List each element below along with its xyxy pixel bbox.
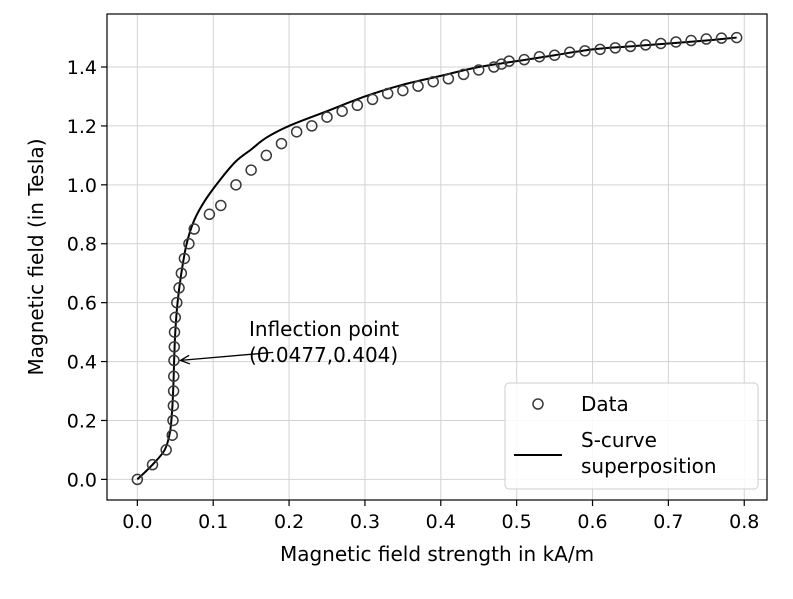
plot-frame: [106, 13, 768, 501]
data-point: [730, 31, 743, 44]
data-point: [168, 326, 181, 338]
scatter-series-layer: [131, 31, 743, 486]
data-point: [215, 199, 227, 212]
data-point: [306, 120, 318, 132]
data-point: [188, 223, 200, 235]
data-point: [321, 111, 333, 123]
data-point: [670, 36, 682, 48]
data-point: [166, 429, 178, 441]
y-tick-label: 0.6: [67, 293, 97, 315]
data-point: [167, 414, 179, 427]
data-point: [169, 311, 182, 324]
data-point: [655, 37, 667, 50]
legend-box: [504, 382, 759, 490]
data-point: [168, 354, 180, 367]
data-point: [351, 99, 364, 112]
data-point: [503, 55, 515, 67]
data-point: [564, 46, 576, 59]
x-tick-label: 0.8: [729, 511, 759, 533]
data-point: [609, 42, 622, 54]
data-point: [579, 45, 591, 57]
data-point: [175, 267, 188, 279]
x-tick-label: 0.6: [577, 511, 607, 533]
data-point: [533, 50, 546, 63]
data-point: [427, 75, 439, 88]
s-curve-line: [136, 36, 737, 481]
data-point: [336, 105, 348, 117]
data-point: [381, 87, 394, 100]
x-tick-label: 0.2: [274, 511, 304, 533]
data-point: [245, 164, 257, 176]
legend-label-s-curve-line2: superposition: [581, 454, 717, 478]
data-point: [495, 58, 508, 70]
data-point: [548, 49, 561, 61]
y-axis-label: Magnetic field (in Tesla): [24, 138, 48, 375]
y-tick-label: 1.0: [67, 175, 97, 197]
x-axis-ticks: 0.0 0.1 0.2 0.3 0.4 0.5 0.6 0.7 0.8: [122, 500, 759, 533]
data-point: [715, 32, 728, 44]
data-point: [472, 64, 485, 76]
data-point: [366, 93, 379, 106]
legend-marker-data: [532, 398, 544, 410]
data-point: [275, 137, 288, 150]
data-point: [700, 33, 713, 45]
y-tick-label: 0.4: [67, 352, 97, 374]
legend: Data S-curve superposition: [504, 382, 759, 490]
data-point: [685, 34, 697, 47]
data-point: [203, 208, 216, 221]
inflection-annotation: Inflection point (0.0477,0.404): [179, 317, 399, 367]
legend-label-s-curve-line1: S-curve: [581, 428, 657, 452]
x-tick-label: 0.3: [350, 511, 380, 533]
data-point: [442, 73, 455, 85]
data-point: [488, 61, 500, 73]
legend-label-data: Data: [581, 392, 629, 416]
y-axis-ticks: 0.0 0.2 0.4 0.6 0.8 1.0 1.2 1.4: [67, 57, 107, 491]
data-point: [290, 126, 303, 138]
data-point: [594, 43, 606, 56]
data-point: [183, 237, 195, 250]
annotation-arrowhead: [179, 354, 191, 365]
legend-label-s-curve: S-curve superposition: [581, 428, 717, 478]
data-point: [173, 282, 185, 294]
data-point: [518, 53, 530, 66]
data-point: [160, 444, 172, 456]
y-tick-label: 1.2: [67, 116, 97, 138]
data-point: [230, 179, 242, 191]
annotation-arrow: [180, 351, 274, 362]
y-tick-label: 1.4: [67, 57, 97, 79]
data-point: [260, 149, 273, 162]
line-series-layer: [136, 36, 737, 481]
data-point: [412, 80, 424, 92]
y-tick-label: 0.0: [67, 469, 97, 491]
x-tick-label: 0.5: [502, 511, 532, 533]
x-tick-label: 0.0: [122, 511, 152, 533]
data-point: [167, 399, 180, 412]
y-tick-label: 0.8: [67, 234, 97, 256]
data-point: [639, 39, 652, 51]
annotation-title: Inflection point: [249, 317, 399, 341]
data-point: [131, 473, 144, 486]
x-tick-label: 0.1: [198, 511, 228, 533]
y-tick-label: 0.2: [67, 410, 97, 432]
x-axis-label: Magnetic field strength in kA/m: [280, 542, 594, 566]
data-point: [146, 458, 159, 471]
data-point: [171, 296, 183, 309]
data-point: [397, 84, 409, 97]
annotation-coordinates: (0.0477,0.404): [249, 343, 398, 367]
grid: [107, 14, 767, 500]
x-tick-label: 0.7: [653, 511, 683, 533]
data-point: [168, 370, 180, 383]
data-point: [624, 40, 637, 53]
data-point: [168, 341, 181, 353]
data-point: [167, 385, 180, 397]
data-point: [178, 252, 191, 265]
data-point: [457, 68, 470, 81]
x-tick-label: 0.4: [426, 511, 456, 533]
